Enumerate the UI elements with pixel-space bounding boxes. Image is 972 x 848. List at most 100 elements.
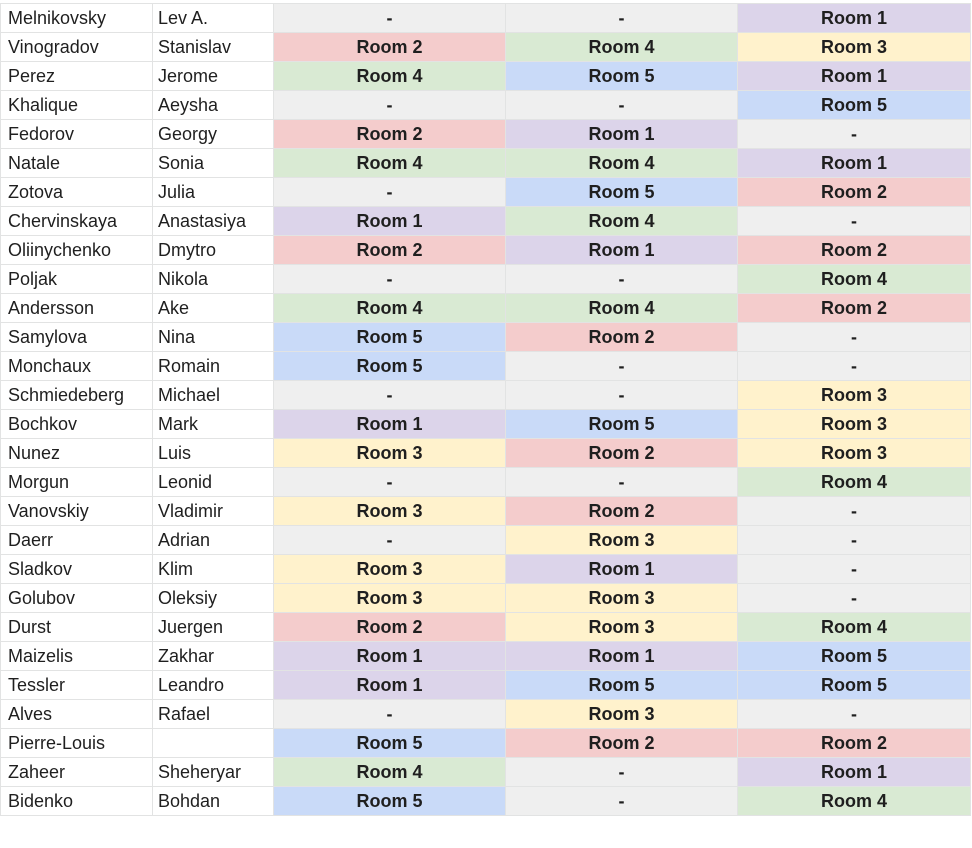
room-cell[interactable]: -: [737, 583, 971, 613]
room-cell[interactable]: Room 3: [505, 583, 738, 613]
last-name-cell[interactable]: Natale: [0, 148, 153, 178]
room-cell[interactable]: -: [505, 264, 738, 294]
room-cell[interactable]: Room 5: [273, 786, 506, 816]
room-cell[interactable]: Room 5: [505, 670, 738, 700]
room-cell[interactable]: Room 1: [505, 235, 738, 265]
room-cell[interactable]: Room 4: [505, 148, 738, 178]
last-name-cell[interactable]: Fedorov: [0, 119, 153, 149]
room-cell[interactable]: Room 2: [737, 293, 971, 323]
first-name-cell[interactable]: Oleksiy: [152, 583, 274, 613]
room-cell[interactable]: -: [273, 380, 506, 410]
first-name-cell[interactable]: Stanislav: [152, 32, 274, 62]
room-cell[interactable]: Room 5: [505, 409, 738, 439]
first-name-cell[interactable]: Mark: [152, 409, 274, 439]
last-name-cell[interactable]: Melnikovsky: [0, 3, 153, 33]
last-name-cell[interactable]: Vanovskiy: [0, 496, 153, 526]
room-cell[interactable]: -: [505, 351, 738, 381]
first-name-cell[interactable]: Klim: [152, 554, 274, 584]
room-cell[interactable]: Room 5: [737, 90, 971, 120]
room-cell[interactable]: Room 1: [273, 409, 506, 439]
room-cell[interactable]: Room 4: [737, 264, 971, 294]
first-name-cell[interactable]: Adrian: [152, 525, 274, 555]
last-name-cell[interactable]: Zotova: [0, 177, 153, 207]
first-name-cell[interactable]: Michael: [152, 380, 274, 410]
room-cell[interactable]: Room 1: [737, 148, 971, 178]
room-cell[interactable]: Room 1: [737, 757, 971, 787]
room-cell[interactable]: Room 3: [505, 612, 738, 642]
room-cell[interactable]: Room 3: [505, 699, 738, 729]
last-name-cell[interactable]: Morgun: [0, 467, 153, 497]
room-cell[interactable]: Room 1: [505, 119, 738, 149]
first-name-cell[interactable]: [152, 728, 274, 758]
first-name-cell[interactable]: Bohdan: [152, 786, 274, 816]
room-cell[interactable]: Room 5: [273, 728, 506, 758]
first-name-cell[interactable]: Nikola: [152, 264, 274, 294]
last-name-cell[interactable]: Andersson: [0, 293, 153, 323]
room-cell[interactable]: Room 1: [737, 61, 971, 91]
room-cell[interactable]: -: [505, 757, 738, 787]
room-cell[interactable]: Room 3: [273, 438, 506, 468]
first-name-cell[interactable]: Aeysha: [152, 90, 274, 120]
room-cell[interactable]: Room 4: [273, 148, 506, 178]
room-cell[interactable]: Room 1: [273, 206, 506, 236]
room-cell[interactable]: Room 1: [273, 670, 506, 700]
room-cell[interactable]: Room 4: [737, 467, 971, 497]
last-name-cell[interactable]: Khalique: [0, 90, 153, 120]
room-cell[interactable]: Room 4: [273, 757, 506, 787]
last-name-cell[interactable]: Vinogradov: [0, 32, 153, 62]
room-cell[interactable]: Room 3: [737, 380, 971, 410]
room-cell[interactable]: -: [273, 90, 506, 120]
last-name-cell[interactable]: Zaheer: [0, 757, 153, 787]
room-cell[interactable]: Room 3: [273, 496, 506, 526]
room-cell[interactable]: Room 1: [505, 641, 738, 671]
first-name-cell[interactable]: Rafael: [152, 699, 274, 729]
room-cell[interactable]: Room 3: [273, 554, 506, 584]
last-name-cell[interactable]: Schmiedeberg: [0, 380, 153, 410]
first-name-cell[interactable]: Leonid: [152, 467, 274, 497]
first-name-cell[interactable]: Sonia: [152, 148, 274, 178]
room-cell[interactable]: Room 1: [505, 554, 738, 584]
last-name-cell[interactable]: Chervinskaya: [0, 206, 153, 236]
room-cell[interactable]: -: [505, 467, 738, 497]
last-name-cell[interactable]: Tessler: [0, 670, 153, 700]
first-name-cell[interactable]: Georgy: [152, 119, 274, 149]
room-cell[interactable]: Room 3: [737, 409, 971, 439]
first-name-cell[interactable]: Lev A.: [152, 3, 274, 33]
last-name-cell[interactable]: Golubov: [0, 583, 153, 613]
last-name-cell[interactable]: Oliinychenko: [0, 235, 153, 265]
last-name-cell[interactable]: Pierre-Louis: [0, 728, 153, 758]
first-name-cell[interactable]: Vladimir: [152, 496, 274, 526]
room-cell[interactable]: Room 2: [273, 235, 506, 265]
first-name-cell[interactable]: Dmytro: [152, 235, 274, 265]
room-cell[interactable]: Room 4: [737, 786, 971, 816]
last-name-cell[interactable]: Durst: [0, 612, 153, 642]
room-cell[interactable]: -: [273, 3, 506, 33]
room-cell[interactable]: Room 2: [737, 235, 971, 265]
last-name-cell[interactable]: Perez: [0, 61, 153, 91]
last-name-cell[interactable]: Poljak: [0, 264, 153, 294]
last-name-cell[interactable]: Maizelis: [0, 641, 153, 671]
room-cell[interactable]: Room 4: [505, 32, 738, 62]
room-cell[interactable]: -: [737, 322, 971, 352]
room-cell[interactable]: Room 1: [737, 3, 971, 33]
room-cell[interactable]: Room 3: [737, 32, 971, 62]
room-cell[interactable]: Room 5: [273, 351, 506, 381]
last-name-cell[interactable]: Bochkov: [0, 409, 153, 439]
room-cell[interactable]: -: [273, 264, 506, 294]
first-name-cell[interactable]: Leandro: [152, 670, 274, 700]
room-cell[interactable]: Room 2: [505, 728, 738, 758]
first-name-cell[interactable]: Luis: [152, 438, 274, 468]
first-name-cell[interactable]: Juergen: [152, 612, 274, 642]
room-cell[interactable]: Room 4: [737, 612, 971, 642]
last-name-cell[interactable]: Alves: [0, 699, 153, 729]
room-cell[interactable]: -: [273, 699, 506, 729]
room-cell[interactable]: -: [505, 90, 738, 120]
first-name-cell[interactable]: Zakhar: [152, 641, 274, 671]
room-cell[interactable]: Room 2: [737, 728, 971, 758]
room-cell[interactable]: Room 2: [505, 496, 738, 526]
last-name-cell[interactable]: Samylova: [0, 322, 153, 352]
room-cell[interactable]: Room 2: [505, 322, 738, 352]
room-cell[interactable]: Room 4: [273, 293, 506, 323]
room-cell[interactable]: Room 3: [737, 438, 971, 468]
room-cell[interactable]: -: [737, 699, 971, 729]
